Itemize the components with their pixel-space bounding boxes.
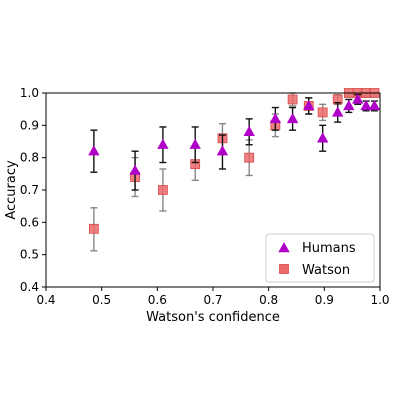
data-point-humans (216, 145, 229, 156)
legend-label-humans: Humans (302, 241, 356, 256)
data-point-humans (243, 125, 255, 136)
data-point-watson (287, 94, 298, 105)
data-point-humans (129, 164, 141, 175)
data-point-humans (360, 99, 372, 111)
data-point-humans (88, 145, 100, 156)
y-tick-label: 0.5 (20, 248, 39, 262)
legend-box (265, 233, 375, 283)
data-point-humans (286, 112, 299, 124)
data-point-watson (244, 152, 255, 163)
x-tick-label: 0.7 (203, 293, 222, 307)
x-tick-label: 0.9 (315, 293, 334, 307)
data-point-watson (317, 107, 328, 118)
data-point-humans (343, 99, 355, 111)
legend-marker-watson (279, 264, 289, 274)
x-axis: 0.4 0.5 0.6 0.7 0.8 0.9 1.0 (36, 287, 390, 307)
plot-area (88, 88, 381, 252)
data-point-humans (368, 99, 381, 111)
data-point-humans (269, 112, 282, 124)
data-point-humans (189, 138, 201, 149)
data-point-humans (316, 132, 329, 143)
y-tick-label: 1.0 (20, 86, 39, 100)
x-tick-label: 0.5 (92, 293, 111, 307)
y-tick-label: 0.9 (20, 118, 39, 132)
y-tick-label: 0.6 (20, 215, 39, 229)
x-tick-label: 0.4 (36, 293, 55, 307)
x-tick-label: 0.8 (259, 293, 278, 307)
x-tick-label: 1.0 (370, 293, 389, 307)
data-point-humans (331, 106, 344, 117)
data-point-watson (88, 223, 99, 234)
data-point-humans (157, 138, 169, 149)
series-humans (88, 93, 381, 191)
x-axis-title: Watson's confidence (146, 310, 280, 325)
data-point-watson (157, 185, 168, 195)
data-point-humans (352, 93, 364, 104)
legend: Humans Watson (265, 233, 375, 283)
y-tick-label: 0.4 (20, 280, 39, 294)
legend-marker-humans (278, 242, 290, 253)
y-axis: 0.4 0.5 0.6 0.7 0.8 0.9 1.0 (20, 86, 46, 294)
y-tick-label: 0.7 (20, 183, 39, 197)
legend-label-watson: Watson (302, 263, 350, 278)
y-tick-label: 0.8 (20, 151, 39, 165)
x-tick-label: 0.6 (148, 293, 167, 307)
y-axis-title: Accuracy (4, 160, 19, 220)
data-point-humans (303, 99, 315, 111)
